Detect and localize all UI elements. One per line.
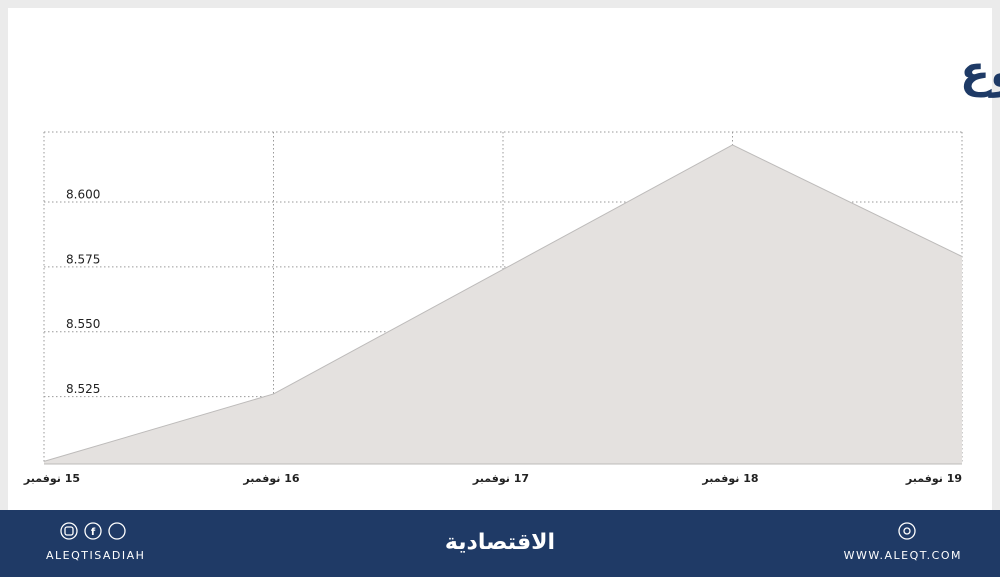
footer-handle: ALEQTISADIAH <box>46 549 145 562</box>
y-tick-label: 8.525 <box>66 382 100 396</box>
chart-title: المؤشر في أسبوع <box>960 43 1000 98</box>
x-tick-label: 15 نوفمبر <box>23 472 80 485</box>
x-tick-label: 17 نوفمبر <box>472 472 529 485</box>
y-tick-label: 8.600 <box>66 188 100 202</box>
line <box>43 144 963 462</box>
y-tick-label: 8.575 <box>66 252 100 266</box>
facebook-glyph: f <box>91 527 96 538</box>
x-tick-label: 18 نوفمبر <box>701 472 758 485</box>
footer-url: WWW.ALEQT.COM <box>844 549 962 562</box>
footer-logo: الاقتصادية <box>445 530 555 555</box>
footer-bar <box>0 510 1000 577</box>
x-tick-label: 19 نوفمبر <box>905 472 962 485</box>
social-icons <box>60 522 916 540</box>
x-tick-label: 16 نوفمبر <box>242 472 299 485</box>
y-tick-label: 8.550 <box>66 317 100 331</box>
area <box>44 144 962 464</box>
